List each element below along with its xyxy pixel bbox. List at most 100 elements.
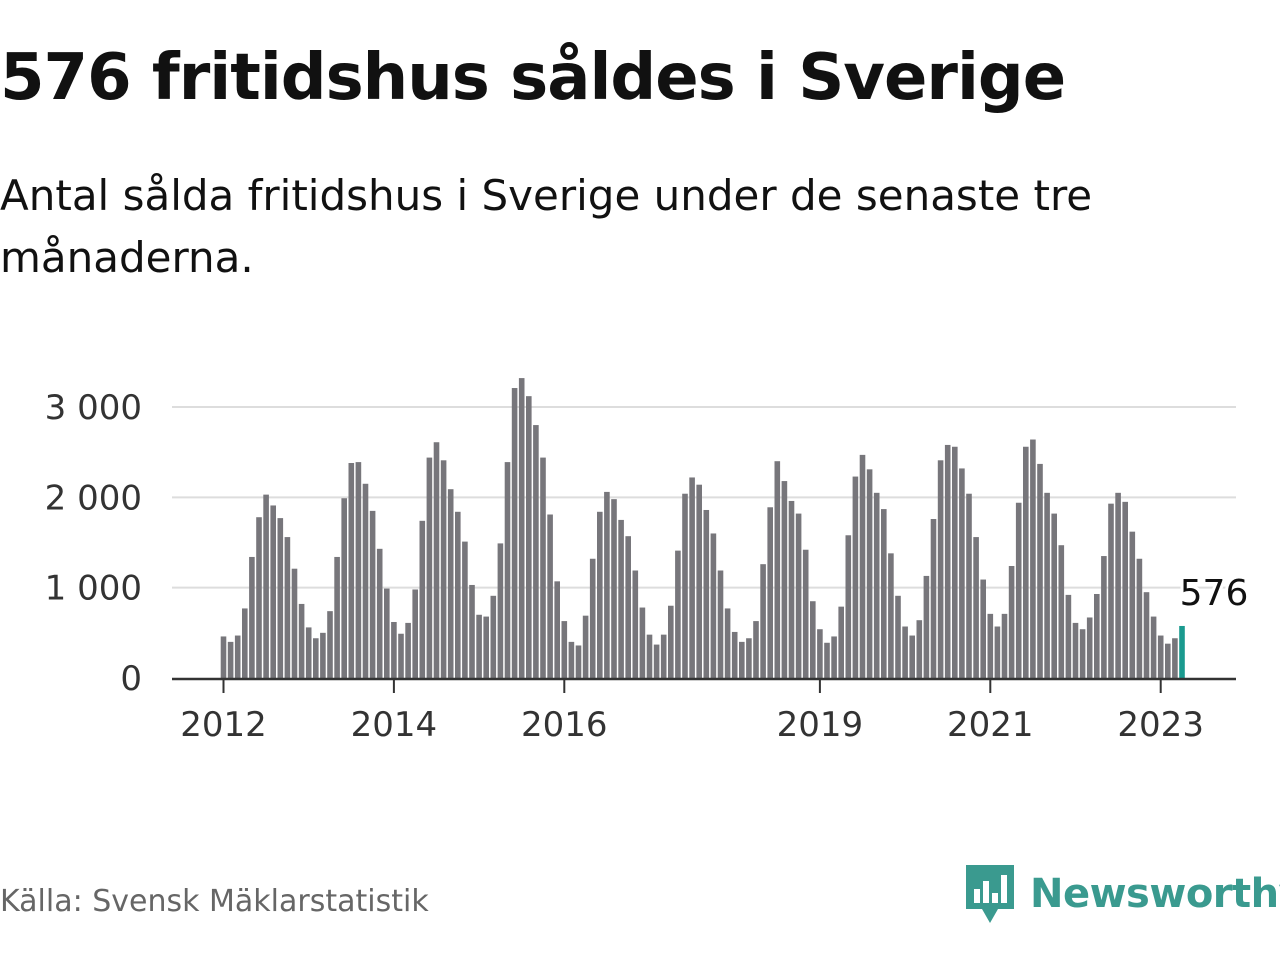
- bar: [1094, 593, 1100, 678]
- bar: [220, 636, 227, 678]
- bar: [1015, 502, 1022, 678]
- bar: [795, 513, 802, 678]
- bar: [284, 537, 291, 678]
- bar: [419, 520, 426, 678]
- bar: [511, 388, 518, 678]
- bar: [504, 462, 511, 678]
- bar: [653, 644, 660, 678]
- bar: [1030, 439, 1036, 678]
- bar: [298, 603, 305, 678]
- bar: [604, 491, 610, 678]
- bar: [632, 570, 639, 678]
- bar: [355, 462, 362, 678]
- bar: [575, 645, 582, 678]
- bar: [937, 460, 944, 678]
- bar: [291, 568, 298, 678]
- bar: [433, 442, 440, 678]
- bar: [668, 605, 674, 678]
- y-tick-label: 0: [120, 659, 142, 699]
- bar: [1065, 594, 1072, 678]
- x-tick-label: 2019: [777, 705, 864, 745]
- bar: [774, 461, 781, 678]
- bar: [639, 607, 646, 678]
- bar: [1008, 565, 1015, 678]
- bar: [959, 468, 965, 678]
- bar: [739, 641, 745, 678]
- bar: [256, 517, 262, 678]
- bar: [1051, 513, 1057, 678]
- value-label-latest: 576: [1180, 573, 1249, 614]
- bar: [895, 595, 901, 678]
- bar: [327, 611, 333, 678]
- y-tick-label: 1 000: [45, 569, 142, 609]
- bar: [1108, 503, 1114, 678]
- bar: [731, 631, 738, 678]
- newsworthy-logo-icon: [966, 865, 1014, 923]
- bar: [1079, 629, 1086, 678]
- y-tick-label: 2 000: [45, 478, 142, 518]
- bar: [838, 606, 844, 678]
- bar: [1037, 463, 1043, 678]
- x-tick-label: 2014: [351, 705, 438, 745]
- bar: [277, 518, 284, 678]
- bar: [227, 641, 234, 678]
- bar: [952, 446, 958, 678]
- bar: [994, 626, 1001, 678]
- bar: [412, 589, 418, 678]
- chart-subtitle: Antal sålda fritidshus i Sverige under d…: [0, 171, 1093, 282]
- bar: [1072, 622, 1079, 678]
- bar: [455, 511, 461, 678]
- bar: [341, 498, 347, 678]
- bar: [1165, 643, 1171, 678]
- bar: [930, 519, 937, 678]
- bar: [675, 550, 681, 678]
- bar: [916, 620, 923, 678]
- bar: [440, 460, 447, 678]
- bar: [334, 556, 340, 678]
- x-tick-label: 2023: [1117, 705, 1204, 745]
- bar: [724, 608, 731, 678]
- bar: [646, 634, 653, 678]
- bar: [362, 483, 369, 678]
- bar: [1150, 616, 1157, 678]
- bar: [1115, 492, 1121, 678]
- bar: [270, 505, 276, 678]
- bar: [369, 510, 376, 678]
- y-tick-label: 3 000: [45, 388, 142, 428]
- bar: [1001, 613, 1008, 678]
- bar: [753, 621, 759, 678]
- bar: [1101, 556, 1107, 678]
- bar: [1122, 501, 1128, 678]
- bar: [1157, 635, 1164, 678]
- bar: [944, 444, 951, 678]
- brand-logo[interactable]: Newsworthy: [964, 862, 1280, 926]
- bar: [540, 457, 546, 678]
- x-tick-label: 2012: [180, 705, 267, 745]
- brand-name: Newsworthy: [1030, 871, 1280, 917]
- bar: [490, 595, 497, 678]
- bar: [902, 626, 908, 678]
- bar: [923, 575, 930, 678]
- bar: [781, 481, 788, 678]
- bar: [824, 642, 830, 678]
- bar: [618, 519, 624, 678]
- bar: [398, 633, 404, 678]
- bar: [376, 548, 383, 678]
- bar: [980, 579, 986, 678]
- bar: [568, 641, 575, 678]
- bar: [710, 533, 717, 678]
- bar: [1136, 558, 1143, 678]
- bar: [497, 543, 504, 678]
- bar: [313, 638, 319, 678]
- bar: [966, 493, 972, 678]
- bar: [405, 622, 411, 678]
- bar: [391, 621, 397, 678]
- bar: [831, 636, 837, 678]
- bar: [249, 556, 255, 678]
- bar: [483, 616, 489, 678]
- bar: [582, 615, 589, 678]
- highlighted-bar: [1179, 625, 1185, 678]
- bar: [845, 535, 852, 678]
- bar: [987, 613, 994, 678]
- bar: [973, 537, 979, 678]
